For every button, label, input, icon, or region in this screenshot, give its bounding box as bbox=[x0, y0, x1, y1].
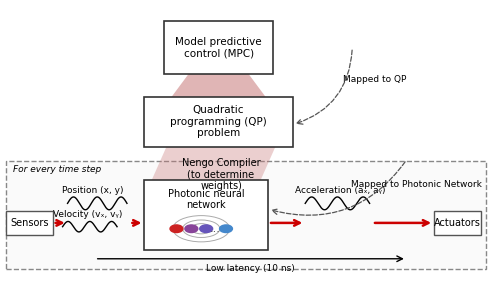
Circle shape bbox=[170, 225, 183, 233]
FancyBboxPatch shape bbox=[6, 211, 52, 236]
Text: ...: ... bbox=[210, 224, 221, 234]
Text: Model predictive
control (MPC): Model predictive control (MPC) bbox=[176, 37, 262, 58]
Text: Nengo Compiler
(to determine
weights): Nengo Compiler (to determine weights) bbox=[182, 158, 260, 191]
Text: Sensors: Sensors bbox=[10, 218, 48, 228]
Text: Acceleration (aₓ, aᵧ): Acceleration (aₓ, aᵧ) bbox=[294, 186, 385, 195]
FancyBboxPatch shape bbox=[6, 161, 486, 269]
Text: Actuators: Actuators bbox=[434, 218, 481, 228]
Circle shape bbox=[185, 225, 198, 233]
Text: Low latency (10 ns): Low latency (10 ns) bbox=[206, 264, 295, 273]
Text: Photonic neural
network: Photonic neural network bbox=[168, 189, 244, 210]
Text: Position (x, y): Position (x, y) bbox=[62, 186, 123, 195]
FancyBboxPatch shape bbox=[434, 211, 481, 236]
Text: Quadratic
programming (QP)
problem: Quadratic programming (QP) problem bbox=[170, 105, 267, 138]
Circle shape bbox=[200, 225, 212, 233]
FancyBboxPatch shape bbox=[144, 97, 293, 146]
Circle shape bbox=[220, 225, 232, 233]
Polygon shape bbox=[152, 146, 276, 180]
Text: Mapped to QP: Mapped to QP bbox=[343, 75, 406, 84]
FancyBboxPatch shape bbox=[164, 21, 273, 74]
Text: For every time step: For every time step bbox=[13, 166, 102, 174]
Text: Velocity (vₓ, vᵧ): Velocity (vₓ, vᵧ) bbox=[52, 210, 122, 219]
Polygon shape bbox=[172, 74, 266, 97]
Text: Mapped to Photonic Network: Mapped to Photonic Network bbox=[351, 180, 482, 189]
FancyBboxPatch shape bbox=[144, 180, 268, 250]
